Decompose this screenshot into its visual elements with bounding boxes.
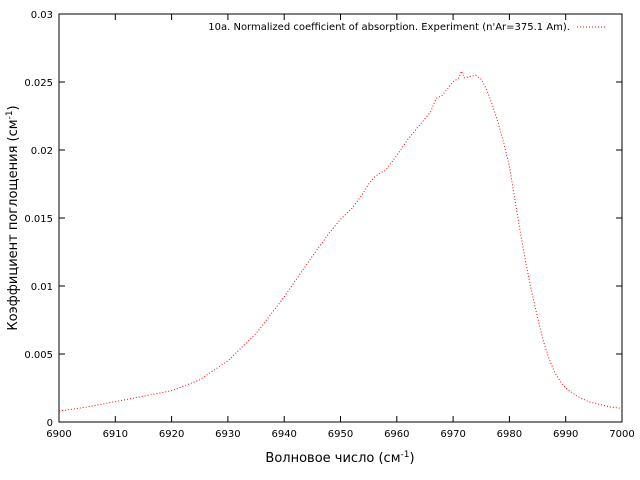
y-axis: 0 0.005 0.01 0.015 0.02 0.025 0.03: [24, 10, 622, 429]
y-tick-label: 0.015: [24, 214, 53, 225]
y-tick-label: 0: [47, 418, 53, 429]
plot-border: [58, 13, 623, 423]
y-tick-label: 0.005: [24, 350, 53, 361]
x-tick-label: 6920: [159, 429, 184, 440]
x-tick-label: 7000: [609, 429, 634, 440]
y-axis-label: Коэффициент поглощения (см-1): [5, 105, 21, 330]
plot-frame: [58, 13, 623, 423]
y-axis-label-exponent: -1: [5, 110, 15, 119]
x-tick-label: 6960: [384, 429, 409, 440]
series-layer: [58, 69, 623, 412]
x-tick-label: 6900: [46, 429, 71, 440]
x-tick-label: 6990: [553, 429, 578, 440]
x-axis-label: Волновое число (см-1): [265, 450, 414, 466]
x-tick-label: 6940: [271, 429, 296, 440]
x-tick-label: 6910: [103, 429, 128, 440]
x-axis-label-exponent: -1: [401, 450, 410, 460]
y-tick-label: 0.025: [24, 78, 53, 89]
series-line: [58, 69, 623, 412]
y-tick-label: 0.01: [31, 282, 53, 293]
x-tick-label: 6930: [215, 429, 240, 440]
x-axis: 6900 6910 6920 6930 6940 6950 6960 6970 6980 6990…: [46, 14, 635, 440]
legend: 10a. Normalized coefficient of absorptio…: [208, 22, 607, 33]
x-tick-label: 6950: [328, 429, 353, 440]
y-tick-label: 0.03: [31, 10, 53, 21]
legend-label: 10a. Normalized coefficient of absorptio…: [208, 22, 570, 33]
x-tick-label: 6980: [497, 429, 522, 440]
y-tick-label: 0.02: [31, 146, 53, 157]
x-tick-label: 6970: [440, 429, 465, 440]
